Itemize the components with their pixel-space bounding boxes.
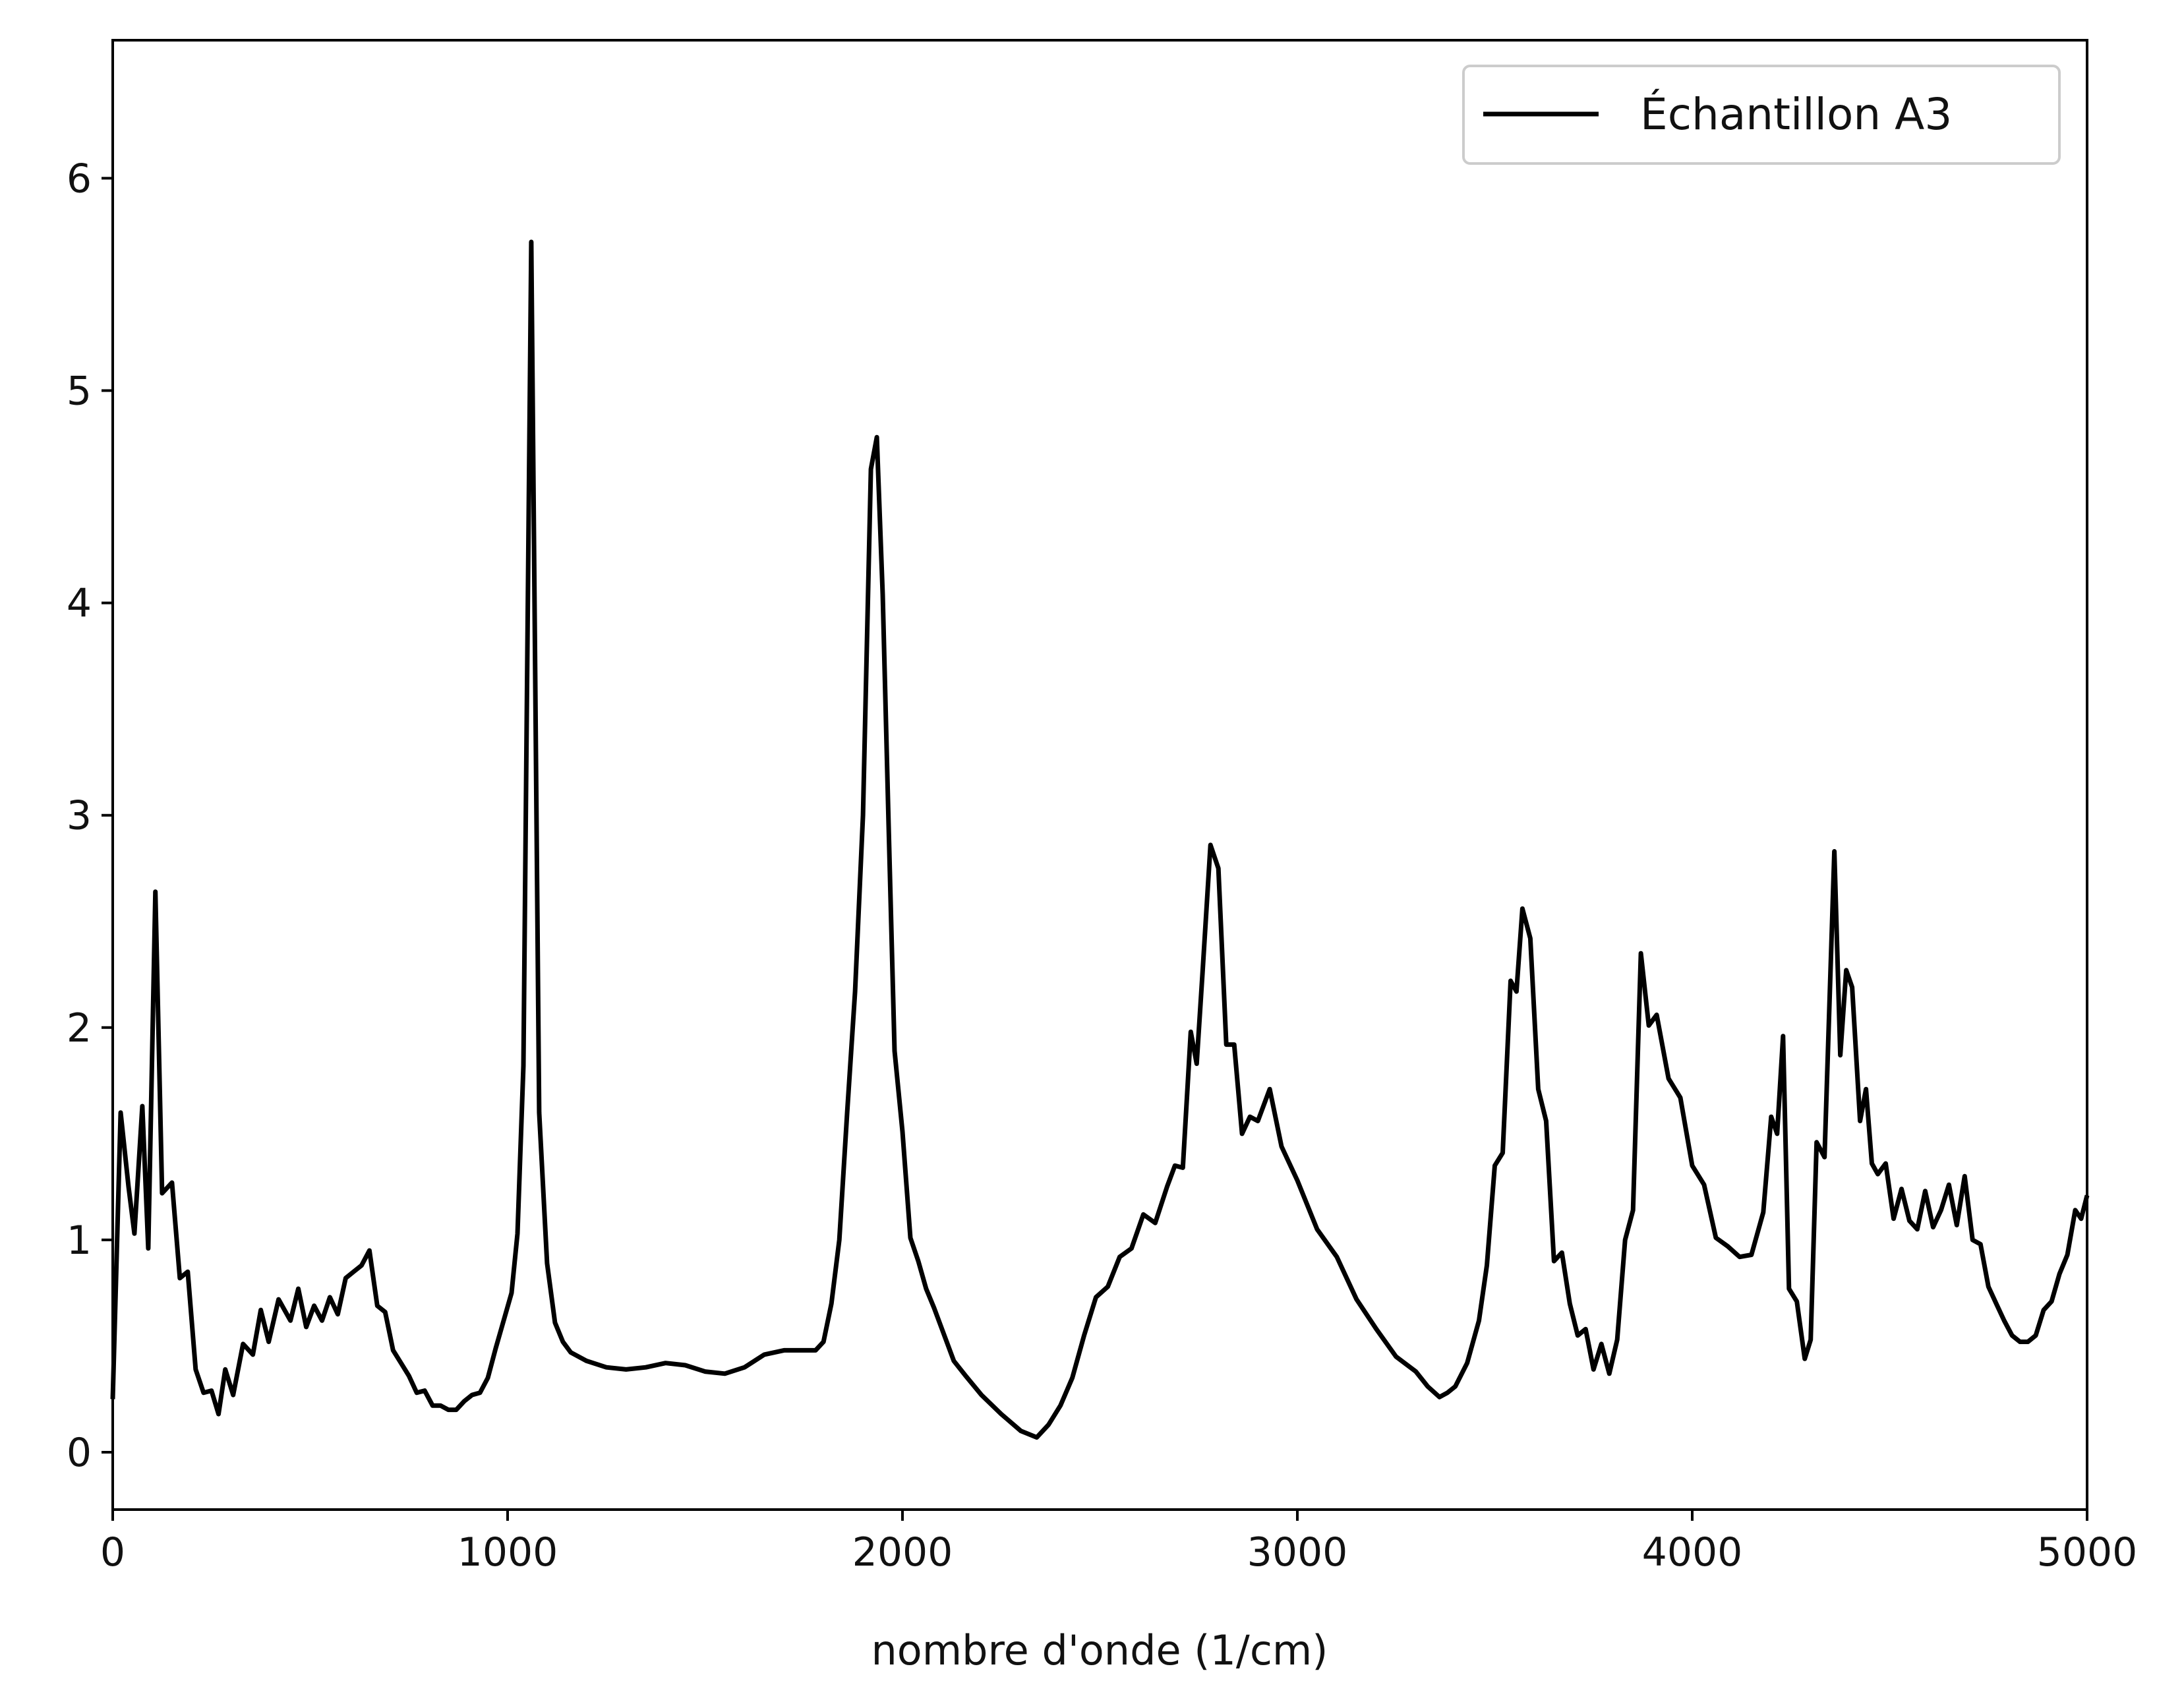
y-tick-label: 5 (67, 368, 92, 414)
y-tick-label: 0 (67, 1430, 92, 1476)
x-tick-label: 2000 (852, 1529, 953, 1575)
x-tick-label: 4000 (1642, 1529, 1743, 1575)
x-tick-label: 3000 (1247, 1529, 1348, 1575)
y-tick-label: 1 (67, 1218, 92, 1264)
y-tick-label: 6 (67, 156, 92, 202)
legend-label: Échantillon A3 (1640, 88, 1952, 140)
x-tick-label: 5000 (2037, 1529, 2138, 1575)
legend-box (1462, 65, 2061, 165)
x-tick-label: 0 (100, 1529, 125, 1575)
y-tick-label: 4 (67, 581, 92, 627)
plot-frame (111, 39, 2088, 1511)
x-tick-label: 1000 (457, 1529, 558, 1575)
series-line-0 (110, 239, 2090, 1440)
x-axis-label: nombre d'onde (1/cm) (871, 1626, 1328, 1674)
plot-area (110, 239, 2090, 1440)
y-tick-label: 2 (67, 1005, 92, 1051)
legend: Échantillon A3 (1462, 65, 2061, 165)
y-tick-label: 3 (67, 793, 92, 839)
axes: 0 1000 2000 3000 4000 5000 0 1 2 3 4 5 6 (67, 156, 2138, 1575)
